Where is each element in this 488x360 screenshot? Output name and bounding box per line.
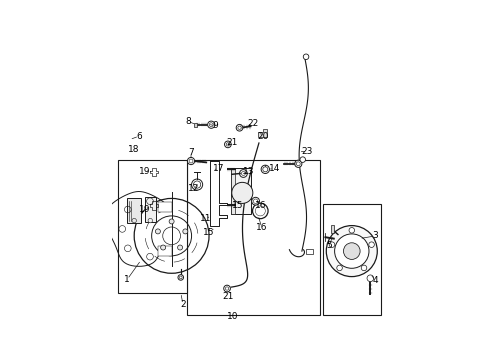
Circle shape (296, 162, 300, 166)
Circle shape (294, 160, 301, 167)
Circle shape (328, 242, 334, 247)
Text: 21: 21 (225, 138, 237, 147)
Circle shape (148, 219, 152, 223)
Text: 9: 9 (212, 121, 218, 130)
Circle shape (209, 123, 213, 127)
Text: 11: 11 (199, 214, 211, 223)
Circle shape (366, 275, 373, 282)
Bar (186, 159, 319, 315)
Circle shape (226, 143, 229, 146)
Circle shape (336, 265, 342, 271)
Circle shape (239, 170, 247, 177)
Circle shape (161, 245, 165, 250)
Circle shape (334, 234, 368, 268)
Circle shape (237, 126, 241, 129)
Text: 13: 13 (243, 167, 254, 176)
Circle shape (368, 242, 374, 247)
Text: 16: 16 (255, 223, 267, 232)
Circle shape (183, 229, 187, 234)
Circle shape (177, 245, 182, 250)
Circle shape (224, 141, 231, 148)
Text: 5: 5 (326, 240, 332, 249)
Circle shape (191, 179, 202, 190)
Bar (158, 246, 172, 256)
Bar (330, 225, 333, 233)
Text: 23: 23 (301, 147, 312, 156)
Bar (117, 159, 186, 293)
Bar (231, 168, 250, 214)
Circle shape (253, 199, 257, 203)
Text: 3: 3 (372, 231, 378, 240)
Text: 2: 2 (180, 300, 185, 309)
Circle shape (348, 228, 354, 233)
Text: 15: 15 (231, 201, 243, 210)
Bar (322, 204, 380, 315)
Bar (193, 123, 197, 127)
Text: 8: 8 (185, 117, 190, 126)
Bar (231, 196, 235, 214)
Circle shape (251, 197, 259, 205)
Circle shape (224, 285, 230, 292)
Text: 18: 18 (128, 145, 140, 154)
Circle shape (155, 229, 160, 234)
Circle shape (189, 159, 193, 163)
Bar (231, 169, 235, 193)
Text: 19: 19 (139, 205, 150, 214)
Circle shape (236, 125, 243, 131)
Polygon shape (257, 129, 267, 138)
Text: 22: 22 (247, 119, 258, 128)
Circle shape (303, 54, 308, 59)
Text: 6: 6 (136, 131, 142, 140)
Text: 20: 20 (257, 132, 268, 141)
Bar (158, 202, 172, 212)
Circle shape (343, 243, 359, 260)
Text: 19: 19 (139, 167, 150, 176)
Text: 14: 14 (268, 164, 279, 173)
Circle shape (241, 172, 245, 175)
Circle shape (325, 226, 377, 276)
Text: 1: 1 (124, 275, 130, 284)
Text: 15: 15 (203, 228, 214, 237)
Circle shape (187, 157, 194, 165)
Circle shape (361, 265, 366, 271)
Circle shape (231, 183, 252, 203)
Circle shape (255, 206, 265, 216)
Circle shape (169, 219, 174, 224)
Circle shape (299, 157, 305, 162)
Text: 12: 12 (188, 184, 199, 193)
Text: 17: 17 (213, 164, 224, 173)
Circle shape (132, 219, 136, 223)
Bar (127, 198, 140, 223)
Circle shape (178, 275, 183, 280)
Circle shape (207, 121, 214, 128)
Bar (144, 197, 156, 222)
Text: 10: 10 (226, 312, 238, 321)
Text: 7: 7 (188, 148, 194, 157)
Bar (305, 249, 312, 254)
Text: 16: 16 (254, 201, 265, 210)
Text: 21: 21 (222, 292, 233, 301)
Circle shape (262, 167, 267, 172)
Circle shape (193, 181, 200, 188)
Circle shape (261, 165, 269, 174)
Text: 4: 4 (372, 276, 378, 285)
Circle shape (179, 276, 182, 279)
Circle shape (252, 203, 267, 219)
Circle shape (225, 287, 228, 290)
